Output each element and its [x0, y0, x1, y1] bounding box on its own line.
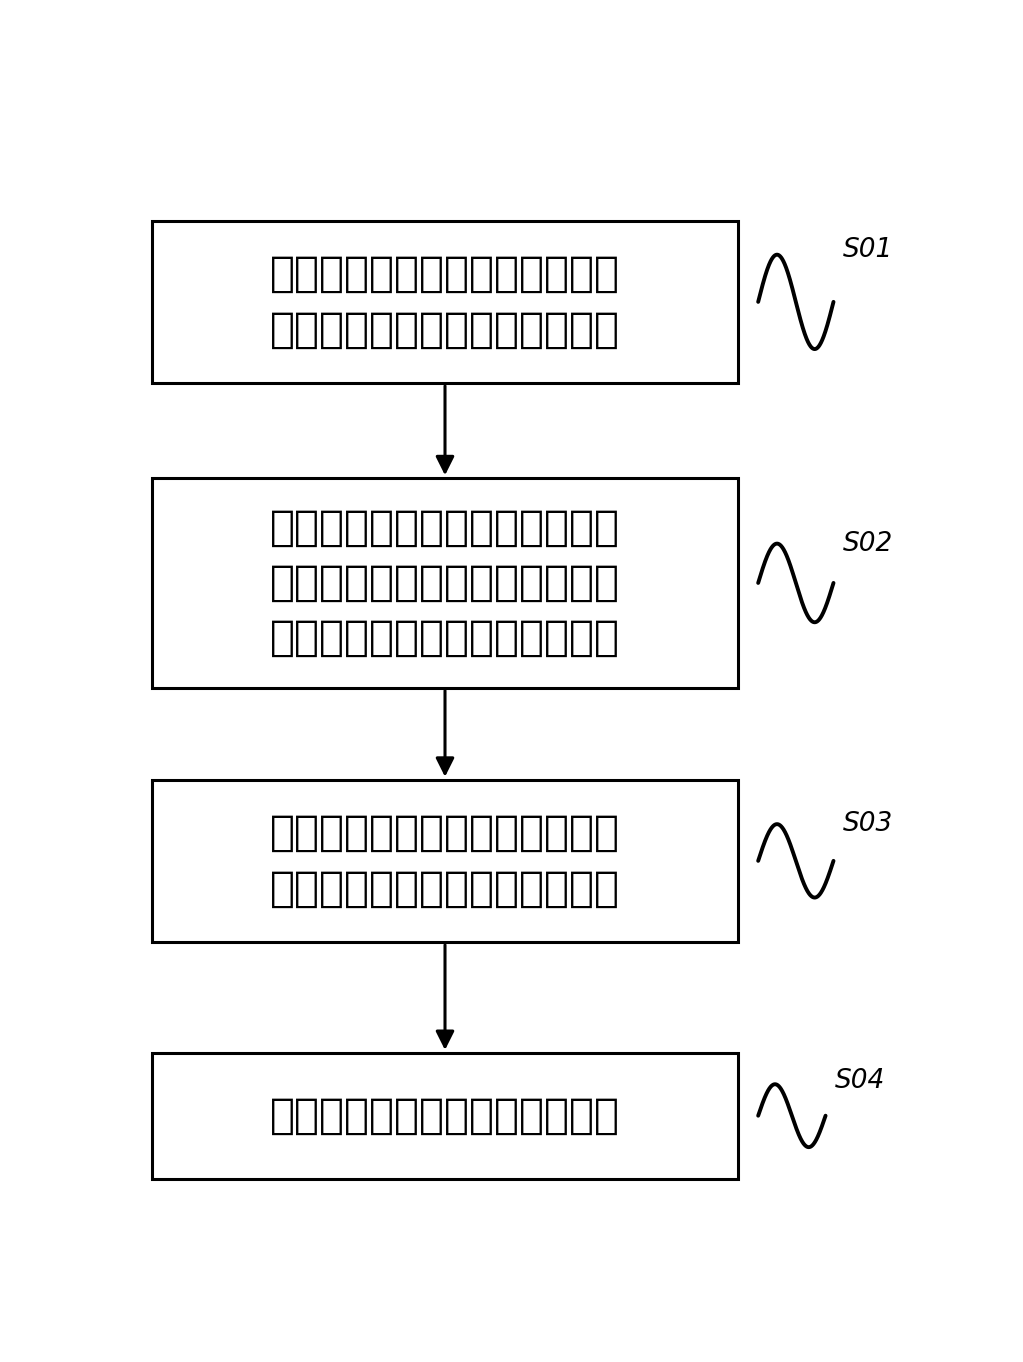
Text: S04: S04	[835, 1068, 885, 1094]
Text: 比对同一测试版本下的前端测试
图片，输出对比结果及测试结果: 比对同一测试版本下的前端测试 图片，输出对比结果及测试结果	[270, 812, 620, 910]
Bar	[151, 221, 739, 383]
Bar	[151, 478, 739, 688]
Text: S03: S03	[843, 812, 893, 838]
Text: 前端信息采集模块获取被测前端
图片并将其上传至主服务单元对
应的测试组下对应的测试版本中: 前端信息采集模块获取被测前端 图片并将其上传至主服务单元对 应的测试组下对应的测…	[270, 507, 620, 659]
Bar	[151, 1053, 739, 1178]
Bar	[151, 779, 739, 943]
Text: 登录结果查看与判定模块中的客
户端，创建测试项目和测试集合: 登录结果查看与判定模块中的客 户端，创建测试项目和测试集合	[270, 253, 620, 350]
Text: S02: S02	[843, 531, 893, 557]
Text: S01: S01	[843, 237, 893, 263]
Text: 查看、判定对比结果和测试结果: 查看、判定对比结果和测试结果	[270, 1095, 620, 1137]
